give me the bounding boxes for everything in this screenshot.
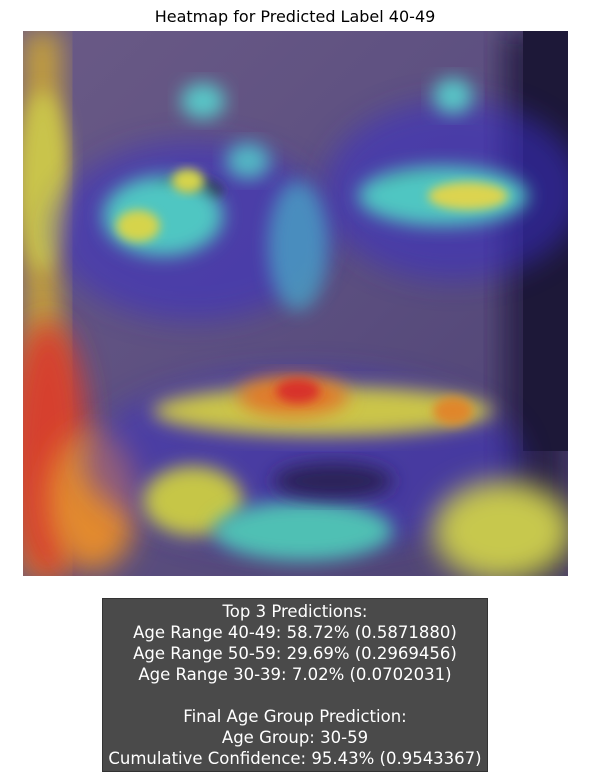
cyan-brow xyxy=(226,143,270,179)
yellow-right-eye xyxy=(428,182,508,210)
red-moustache-core xyxy=(276,379,320,403)
figure-title: Heatmap for Predicted Label 40-49 xyxy=(154,7,436,26)
predictions-panel: Top 3 Predictions: Age Range 40-49: 58.7… xyxy=(102,598,488,772)
heatmap-overlay-svg xyxy=(23,31,568,576)
cumulative-confidence: Cumulative Confidence: 95.43% (0.9543367… xyxy=(108,749,482,768)
yellow-lower-right xyxy=(433,481,568,576)
prediction-item: Age Range 30-39: 7.02% (0.0702031) xyxy=(138,665,452,684)
mouth-dark xyxy=(273,463,393,499)
spacer xyxy=(103,685,487,706)
predictions-header: Top 3 Predictions: xyxy=(222,602,368,621)
cyan-chin xyxy=(213,501,393,561)
cyan-forehead-left xyxy=(181,83,225,119)
yellow-lower-left-beard xyxy=(143,466,243,536)
cyan-nose xyxy=(268,181,328,311)
cyan-forehead-right xyxy=(433,78,473,114)
yellow-left-eye-1 xyxy=(116,210,160,242)
age-group-result: Age Group: 30-59 xyxy=(221,728,369,747)
yellow-left-eye-2 xyxy=(172,169,204,193)
orange-right-beard xyxy=(433,397,473,425)
prediction-item: Age Range 50-59: 29.69% (0.2969456) xyxy=(133,644,457,663)
final-prediction-header: Final Age Group Prediction: xyxy=(183,707,407,726)
heatmap-image xyxy=(23,31,568,576)
prediction-item: Age Range 40-49: 58.72% (0.5871880) xyxy=(133,623,457,642)
